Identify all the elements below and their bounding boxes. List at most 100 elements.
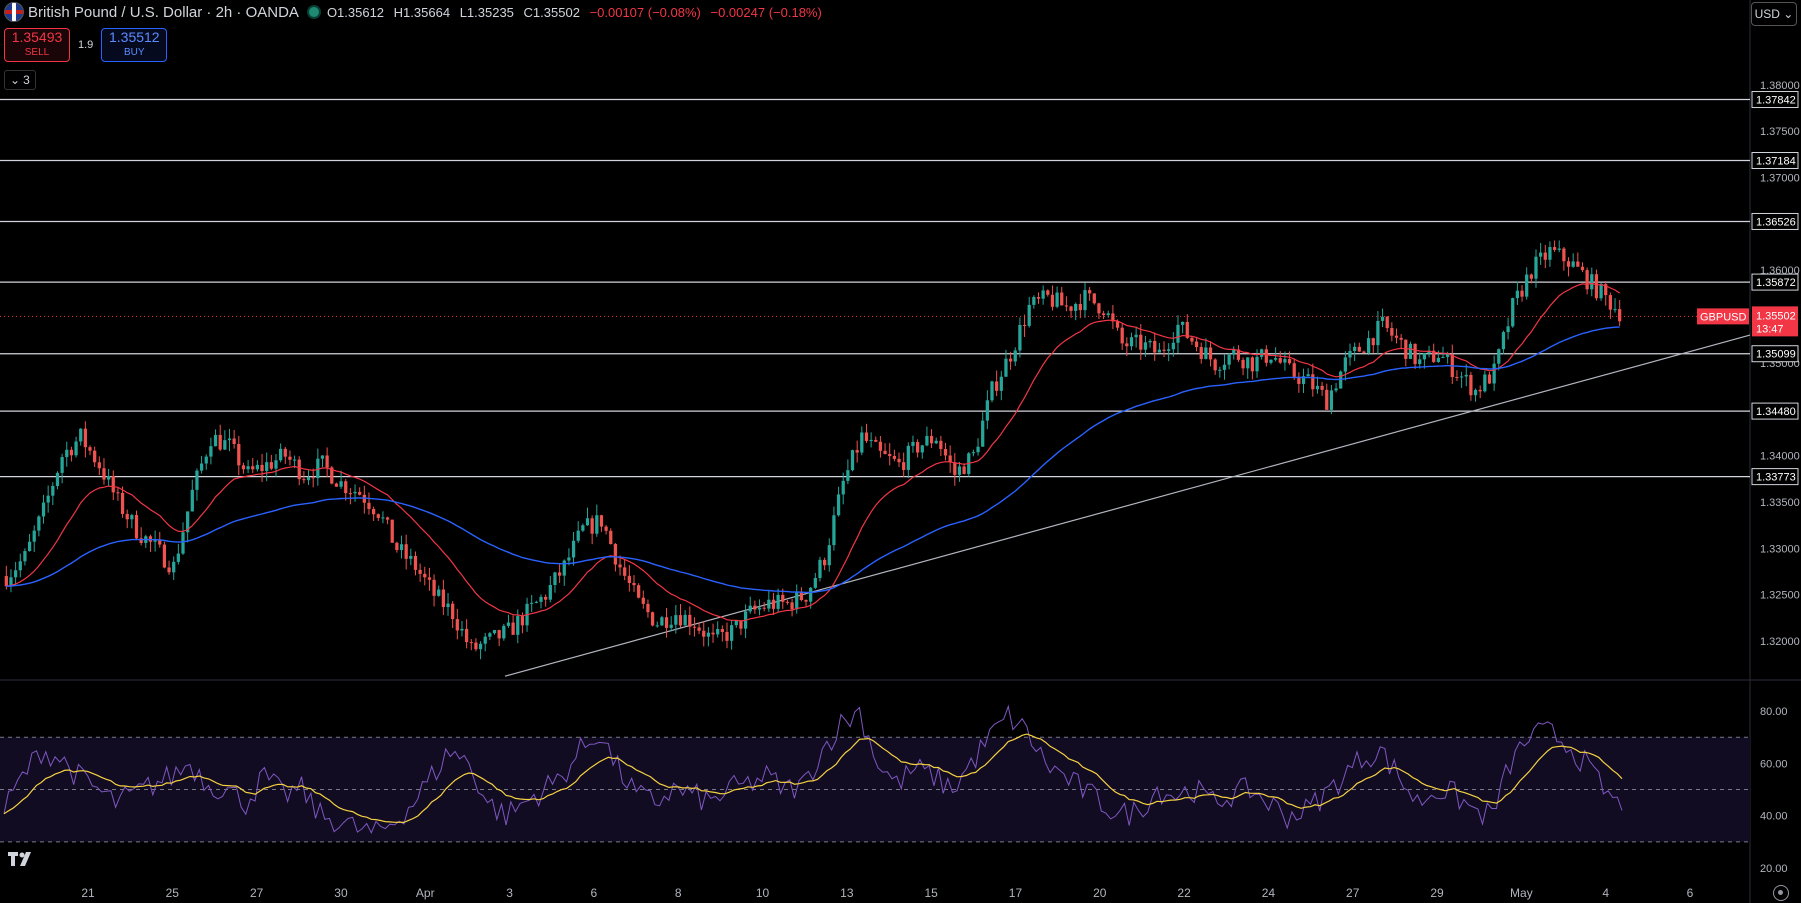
candle-body (590, 518, 594, 534)
candle-body (516, 616, 520, 635)
candle-body (37, 516, 41, 531)
candle-body (1143, 342, 1148, 350)
candle-body (483, 636, 487, 644)
candle-body (660, 617, 664, 626)
candle-body (1171, 342, 1175, 350)
candle-body (413, 556, 418, 570)
level-label-box (1751, 91, 1799, 109)
candle-body (237, 443, 241, 466)
candle-body (1162, 349, 1166, 351)
candle-body (664, 617, 669, 628)
currency-selector[interactable]: USD ⌄ (1751, 2, 1797, 26)
buy-label: BUY (124, 47, 145, 58)
candle-body (874, 439, 878, 442)
time-tick-label: 8 (675, 886, 682, 900)
candle-body (641, 597, 645, 604)
candle-body (1050, 294, 1055, 307)
price-tick-label: 1.34000 (1760, 451, 1800, 463)
candle-body (1590, 274, 1594, 290)
candle-body (678, 615, 683, 626)
candle-body (1487, 374, 1492, 384)
candle-body (1334, 388, 1338, 391)
candle-body (213, 434, 218, 447)
candle-body (939, 440, 943, 449)
candle-body (437, 589, 441, 596)
candle-body (162, 544, 167, 568)
candle-body (1190, 337, 1194, 342)
candle-body (1380, 316, 1385, 321)
time-tick-label: 13 (840, 886, 854, 900)
candle-body (869, 439, 873, 441)
candle-body (725, 631, 729, 641)
candle-body (1469, 374, 1473, 396)
chevron-down-icon: ⌄ (10, 73, 21, 87)
candle-body (339, 481, 343, 487)
candle-body (376, 514, 380, 518)
candle-body (650, 612, 655, 626)
price-tick-label: 1.33000 (1760, 543, 1800, 555)
candle-body (1548, 247, 1552, 260)
candle-body (41, 502, 46, 517)
candle-body (767, 599, 771, 609)
candle-body (432, 579, 436, 596)
candle-body (506, 622, 511, 626)
candle-body (1301, 376, 1306, 384)
candle-body (548, 585, 552, 600)
candle-body (232, 438, 236, 444)
candle-body (153, 540, 157, 542)
sell-button[interactable]: 1.35493 SELL (4, 28, 70, 62)
symbol-title[interactable]: British Pound / U.S. Dollar · 2h · OANDA (28, 3, 299, 21)
candle-body (1092, 293, 1096, 304)
candle-body (1055, 292, 1059, 307)
candle-body (1371, 338, 1375, 346)
candle-body (97, 462, 101, 469)
candle-body (637, 585, 641, 598)
candle-body (1594, 274, 1599, 299)
candle-body (1032, 297, 1036, 305)
candle-body (46, 495, 50, 503)
candle-body (404, 544, 408, 559)
candle-body (888, 453, 892, 457)
time-tick-label: 21 (81, 886, 95, 900)
candle-body (311, 477, 315, 479)
candle-body (1520, 290, 1524, 297)
candle-body (1376, 320, 1380, 346)
candle-body (274, 460, 278, 469)
candle-body (1078, 303, 1082, 311)
candle-body (1385, 316, 1389, 329)
candle-body (134, 515, 139, 539)
candle-body (809, 587, 813, 602)
price-tick-label: 1.33500 (1760, 497, 1800, 509)
candle-body (646, 603, 650, 613)
time-tick-label: 15 (924, 886, 938, 900)
candle-body (441, 589, 445, 608)
time-tick-label: 4 (1602, 886, 1609, 900)
candle-body (1343, 357, 1347, 372)
level-label-box (1751, 273, 1799, 291)
indicators-collapse-button[interactable]: ⌄ 3 (4, 70, 36, 90)
candle-body (223, 440, 227, 450)
candle-body (395, 542, 399, 551)
rsi-tick-label: 40.00 (1760, 811, 1788, 823)
market-status-icon[interactable] (308, 7, 319, 17)
candle-body (65, 449, 69, 458)
candle-body (981, 420, 985, 447)
candle-body (902, 462, 906, 470)
candle-body (539, 596, 543, 602)
buy-price: 1.35512 (108, 29, 160, 45)
candle-body (116, 492, 120, 494)
candle-body (1139, 334, 1143, 350)
candle-body (83, 428, 87, 448)
settings-gear-icon[interactable] (1773, 885, 1789, 901)
candle-body (334, 483, 339, 487)
candle-body (1027, 304, 1031, 326)
candle-body (120, 492, 125, 514)
tradingview-logo-icon (8, 852, 31, 866)
candle-body (1325, 389, 1329, 410)
candle-body (841, 480, 845, 495)
candle-body (292, 459, 297, 461)
candle-body (567, 557, 571, 561)
buy-button[interactable]: 1.35512 BUY (101, 28, 168, 62)
candle-body (1199, 347, 1203, 359)
